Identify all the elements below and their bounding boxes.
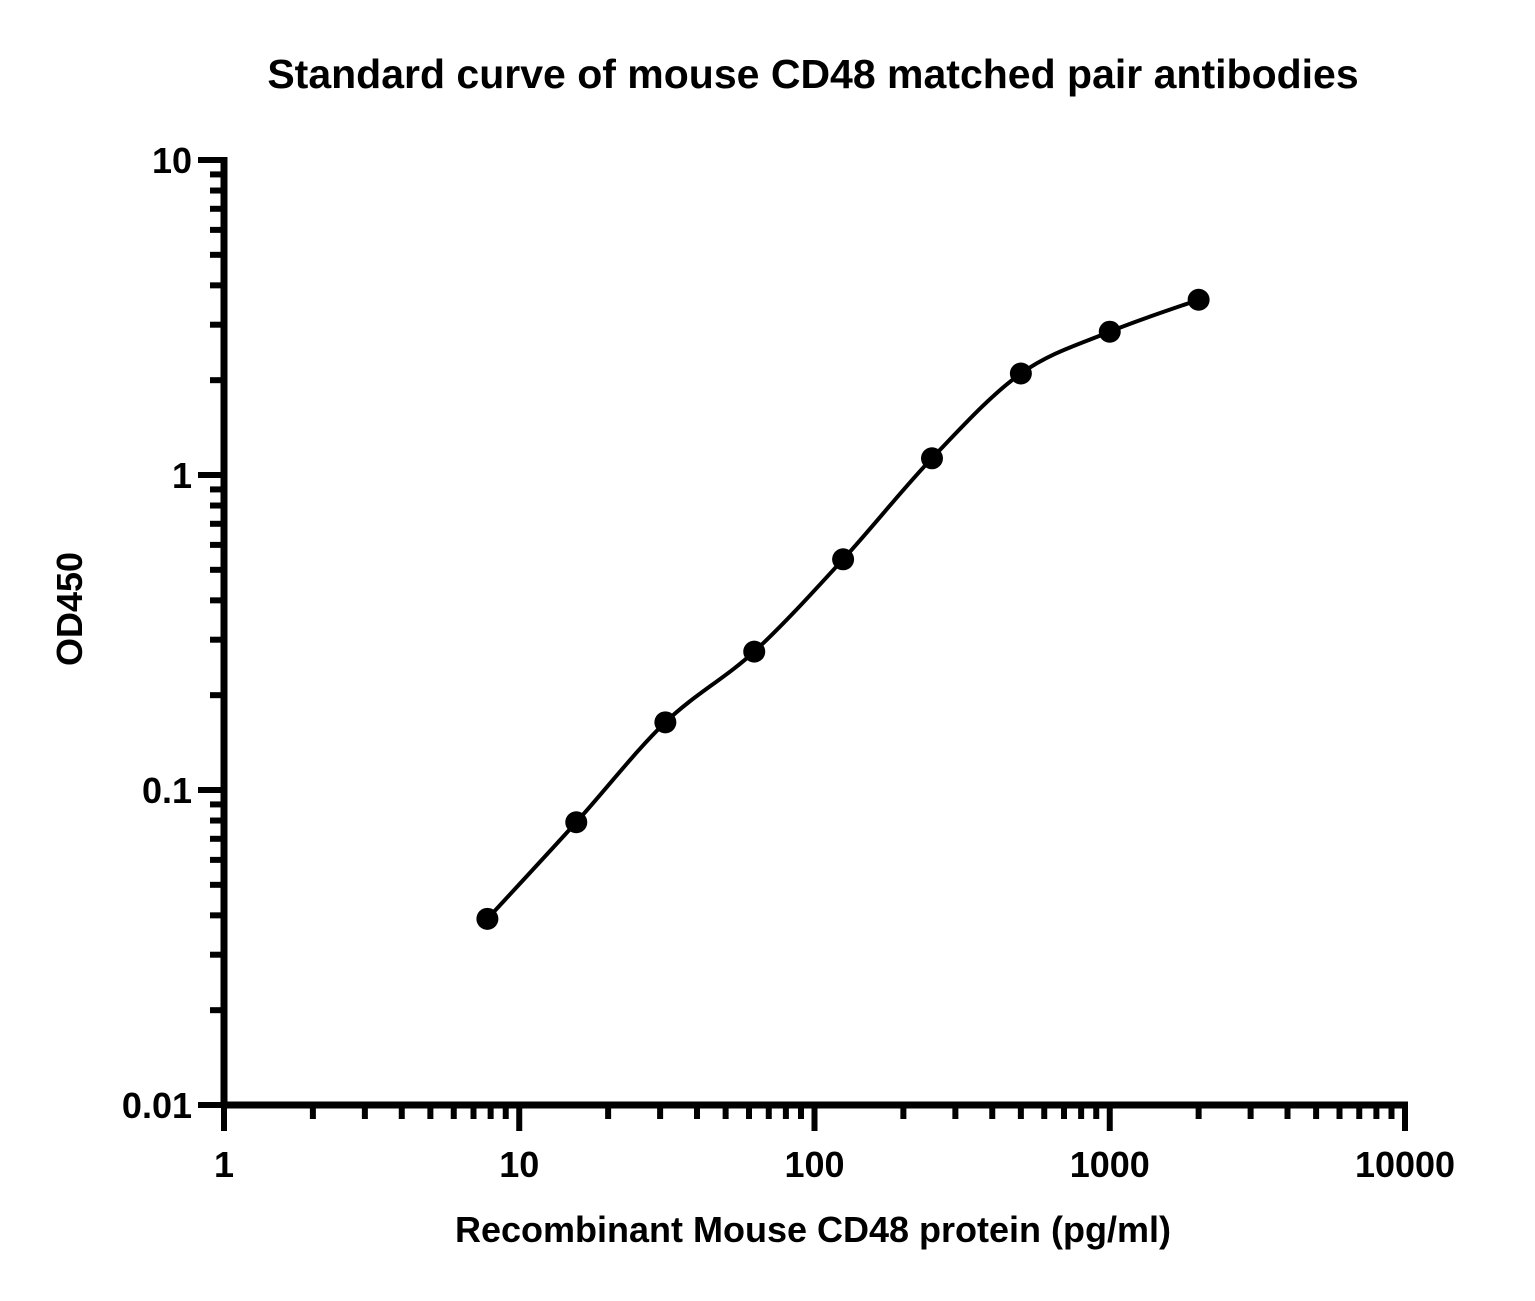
fit-curve-layer xyxy=(485,297,1200,921)
data-point xyxy=(654,711,677,734)
data-point xyxy=(832,548,855,571)
y-tick-label: 10 xyxy=(152,140,192,181)
data-point xyxy=(1187,288,1210,311)
y-axis-label: OD450 xyxy=(49,552,90,666)
data-point xyxy=(1098,320,1121,343)
x-tick-label: 1 xyxy=(214,1144,234,1185)
x-tick-label: 10000 xyxy=(1355,1144,1455,1185)
axes: 0.01 0.1 1 10 1 10 100 1000 10000 xyxy=(122,140,1455,1185)
data-point xyxy=(920,447,943,470)
data-point xyxy=(743,640,766,663)
data-point xyxy=(1009,362,1032,385)
y-tick-label: 0.01 xyxy=(122,1085,192,1126)
data-point xyxy=(476,907,499,930)
y-tick-label: 0.1 xyxy=(142,770,192,811)
data-point xyxy=(565,811,588,834)
y-tick-label: 1 xyxy=(172,455,192,496)
x-tick-label: 1000 xyxy=(1070,1144,1150,1185)
x-tick-label: 10 xyxy=(499,1144,539,1185)
data-points xyxy=(476,288,1210,930)
x-tick-label: 100 xyxy=(784,1144,844,1185)
chart-title: Standard curve of mouse CD48 matched pai… xyxy=(267,51,1358,97)
fit-curve xyxy=(485,297,1200,921)
x-axis-label: Recombinant Mouse CD48 protein (pg/ml) xyxy=(455,1209,1171,1250)
